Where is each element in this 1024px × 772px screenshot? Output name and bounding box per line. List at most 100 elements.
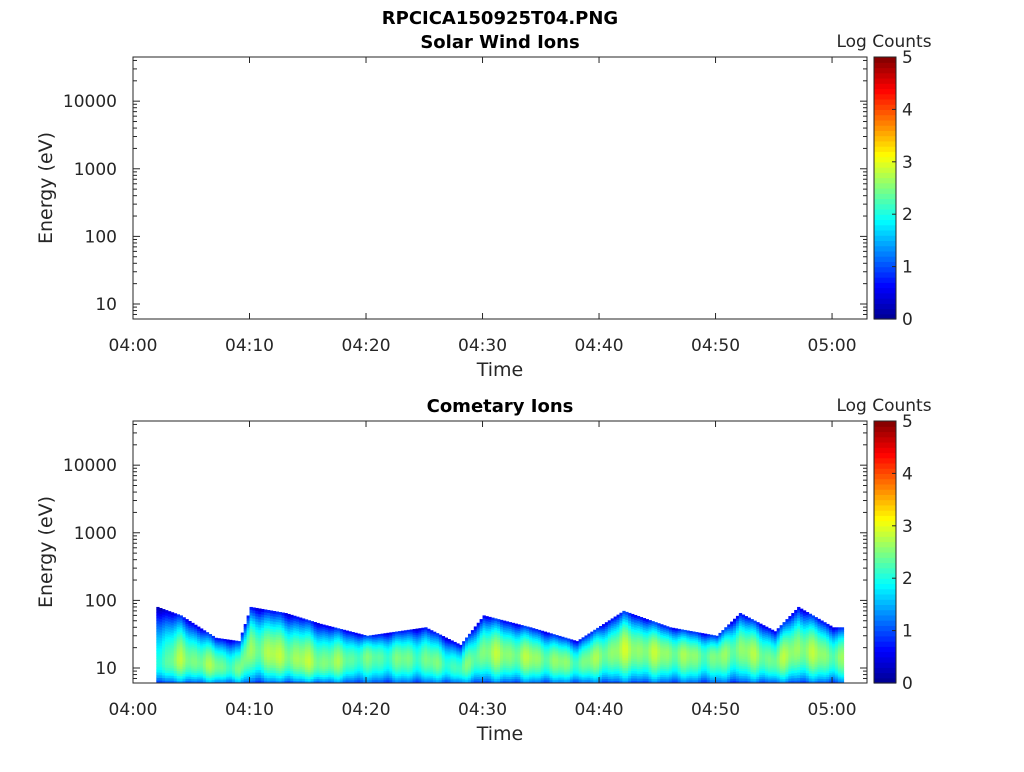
heatmap-cell (625, 660, 628, 663)
heatmap-cell (634, 622, 637, 625)
heatmap-cell (276, 634, 279, 637)
heatmap-cell (617, 654, 620, 657)
heatmap-cell (643, 664, 646, 667)
heatmap-cell (646, 667, 649, 670)
heatmap-cell (252, 659, 255, 662)
heatmap-cell (183, 676, 186, 679)
heatmap-cell (220, 639, 223, 641)
heatmap-cell (483, 642, 486, 645)
heatmap-cell (343, 630, 346, 632)
heatmap-cell (640, 643, 643, 646)
heatmap-cell (634, 659, 637, 662)
heatmap-cell (520, 625, 523, 627)
heatmap-cell (168, 611, 171, 614)
heatmap-cell (494, 618, 497, 621)
heatmap-cell (180, 625, 183, 628)
heatmap-cell (180, 656, 183, 659)
heatmap-cell (485, 640, 488, 643)
heatmap-cell (267, 610, 270, 613)
heatmap-cell (299, 622, 302, 625)
heatmap-cell (302, 678, 305, 681)
heatmap-cell (273, 639, 276, 642)
heatmap-cell (287, 616, 290, 619)
heatmap-cell (631, 634, 634, 637)
heatmap-cell (250, 631, 253, 634)
heatmap-cell (282, 640, 285, 643)
heatmap-cell (634, 615, 637, 618)
heatmap-cell (480, 621, 483, 624)
heatmap-cell (162, 667, 165, 670)
heatmap-cell (611, 655, 614, 658)
heatmap-cell (488, 640, 491, 643)
heatmap-cell (634, 668, 637, 671)
heatmap-cell (296, 664, 299, 667)
heatmap-cell (276, 617, 279, 620)
heatmap-cell (619, 658, 622, 661)
heatmap-cell (282, 668, 285, 671)
heatmap-cell (247, 632, 250, 635)
heatmap-cell (611, 646, 614, 649)
heatmap-cell (276, 619, 279, 622)
heatmap-cell (637, 664, 640, 667)
heatmap-cell (631, 639, 634, 642)
heatmap-cell (255, 613, 258, 616)
heatmap-cell (625, 625, 628, 628)
heatmap-cell (302, 674, 305, 677)
heatmap-cell (619, 623, 622, 626)
heatmap-cell (293, 669, 296, 672)
heatmap-cell (258, 627, 261, 630)
heatmap-cell (634, 630, 637, 633)
heatmap-cell (258, 622, 261, 625)
heatmap-cell (273, 626, 276, 629)
heatmap-cell (491, 622, 494, 625)
heatmap-cell (296, 643, 299, 646)
colorbar-segment (874, 120, 896, 126)
heatmap-cell (445, 638, 448, 640)
heatmap-cell (480, 644, 483, 647)
heatmap-cell (351, 632, 354, 634)
heatmap-cell (255, 670, 258, 673)
colorbar-segment (874, 62, 896, 68)
heatmap-cell (185, 628, 188, 631)
heatmap-cell (643, 648, 646, 651)
heatmap-cell (264, 672, 267, 675)
heatmap-cell (302, 635, 305, 638)
heatmap-cell (183, 629, 186, 632)
heatmap-cell (162, 654, 165, 657)
heatmap-cell (643, 676, 646, 679)
heatmap-cell (185, 651, 188, 654)
heatmap-cell (410, 629, 413, 631)
heatmap-cell (261, 657, 264, 660)
y-tick-label: 100 (85, 227, 117, 247)
heatmap-cell (634, 637, 637, 640)
heatmap-cell (299, 678, 302, 681)
heatmap-cell (497, 624, 500, 627)
heatmap-cell (305, 667, 308, 670)
heatmap-cell (156, 610, 159, 613)
heatmap-cell (252, 629, 255, 632)
heatmap-cell (296, 633, 299, 636)
heatmap-cell (185, 621, 188, 624)
heatmap-cell (372, 635, 375, 637)
heatmap-cell (156, 669, 159, 672)
heatmap-cell (509, 622, 512, 625)
heatmap-cell (375, 634, 378, 636)
heatmap-cell (162, 620, 165, 623)
heatmap-cell (180, 635, 183, 638)
heatmap-cell (544, 632, 547, 634)
heatmap-cell (631, 668, 634, 671)
heatmap-cell (162, 625, 165, 628)
heatmap-cell (267, 615, 270, 618)
heatmap-cell (162, 678, 165, 681)
heatmap-cell (465, 637, 468, 639)
heatmap-cell (643, 637, 646, 640)
heatmap-cell (276, 670, 279, 673)
heatmap-cell (491, 620, 494, 623)
heatmap-cell (494, 655, 497, 658)
heatmap-cell (267, 646, 270, 649)
heatmap-cell (497, 672, 500, 675)
heatmap-cell (290, 617, 293, 620)
heatmap-cell (287, 644, 290, 647)
heatmap-cell (276, 645, 279, 648)
heatmap-cell (637, 642, 640, 645)
